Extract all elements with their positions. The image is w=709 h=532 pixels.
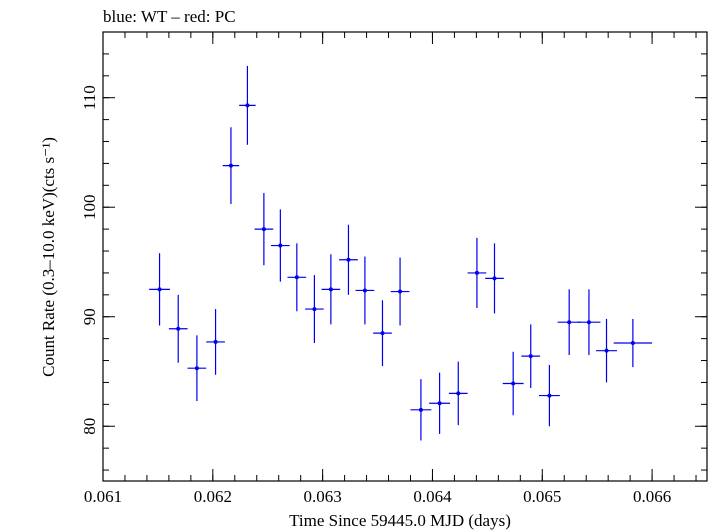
chart-title: blue: WT – red: PC [103, 7, 236, 26]
data-point [538, 364, 560, 427]
y-tick-label: 110 [80, 85, 99, 110]
y-tick-label: 100 [80, 194, 99, 220]
data-marker [312, 307, 317, 312]
data-point [287, 243, 307, 312]
data-marker [245, 103, 250, 108]
data-point [373, 300, 392, 367]
data-point [596, 318, 617, 383]
data-marker [492, 276, 497, 281]
data-marker [604, 348, 609, 353]
data-point [448, 361, 468, 426]
x-tick-label: 0.065 [523, 487, 561, 506]
x-tick-label: 0.066 [633, 487, 671, 506]
data-marker [328, 287, 333, 292]
data-point [168, 294, 188, 363]
data-marker [362, 288, 367, 293]
data-marker [511, 381, 516, 386]
data-point [467, 237, 487, 308]
data-point [390, 257, 410, 326]
data-marker [456, 391, 461, 396]
data-point [222, 127, 240, 204]
data-marker [278, 243, 283, 248]
x-tick-label: 0.061 [84, 487, 122, 506]
data-marker [346, 257, 351, 262]
data-point [187, 335, 207, 402]
plot-frame [102, 31, 708, 482]
data-point [149, 253, 170, 326]
data-marker [157, 287, 162, 292]
data-point [502, 351, 524, 416]
x-tick-label: 0.062 [194, 487, 232, 506]
data-point [321, 254, 341, 325]
x-tick-label: 0.064 [413, 487, 452, 506]
data-marker [194, 366, 199, 371]
data-marker [528, 354, 533, 359]
data-point [577, 289, 601, 356]
y-axis-label: Count Rate (0.3–10.0 keV)(cts s⁻¹) [39, 137, 58, 377]
x-axis-label: Time Since 59445.0 MJD (days) [289, 511, 511, 530]
data-point [355, 256, 375, 325]
data-marker [630, 341, 635, 346]
data-marker [567, 320, 572, 325]
data-point [521, 324, 541, 388]
data-point [206, 309, 225, 375]
data-point [613, 318, 653, 368]
data-points [149, 65, 653, 441]
data-marker [213, 339, 218, 344]
y-tick-label: 90 [80, 308, 99, 325]
data-marker [176, 326, 181, 331]
plot-border [102, 31, 708, 482]
data-marker [418, 407, 423, 412]
y-tick-label: 80 [80, 418, 99, 435]
data-marker [228, 163, 233, 168]
x-tick-label: 0.063 [304, 487, 342, 506]
data-point [305, 275, 324, 344]
tick-labels: 0.061 0.062 0.063 0.064 0.065 0.066 80 90 100 110 [80, 85, 671, 506]
data-marker [547, 393, 552, 398]
data-marker [261, 227, 266, 232]
axis-ticks [102, 31, 707, 481]
data-marker [380, 331, 385, 336]
data-point [339, 224, 358, 295]
data-point [429, 372, 451, 434]
data-point [485, 243, 504, 314]
data-point [410, 379, 432, 441]
data-point [557, 289, 581, 356]
data-marker [294, 275, 299, 280]
data-marker [437, 401, 442, 406]
data-point [239, 65, 256, 145]
data-marker [586, 320, 591, 325]
data-marker [474, 270, 479, 275]
data-point [254, 192, 274, 266]
data-point [271, 209, 290, 282]
data-marker [398, 289, 403, 294]
